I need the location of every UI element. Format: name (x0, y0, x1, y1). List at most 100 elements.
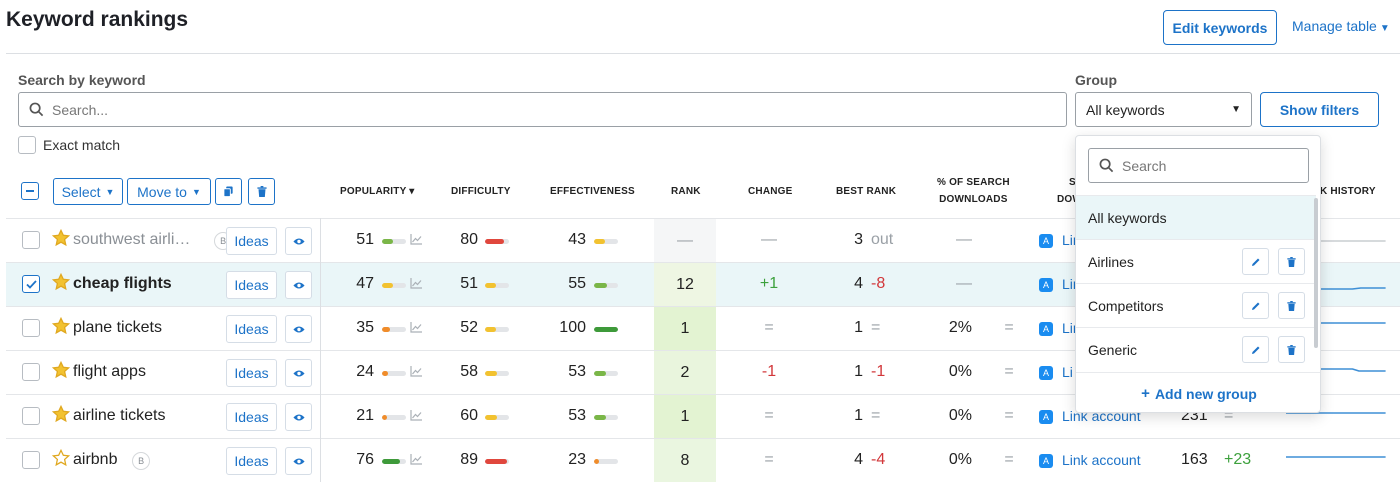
ideas-button[interactable]: Ideas (226, 315, 277, 343)
col-header-change[interactable]: CHANGE (748, 186, 793, 197)
select-label: Select (61, 183, 101, 200)
table-row[interactable]: flight apps Ideas 24 58 53 2 -1 1 -1 0% … (6, 350, 1400, 394)
manage-table-link[interactable]: Manage table ▼ (1292, 18, 1390, 34)
best-rank-value: 4 (854, 275, 863, 292)
pencil-icon (1251, 346, 1259, 354)
chart-trend-icon[interactable] (410, 410, 422, 421)
view-button[interactable] (285, 227, 312, 255)
pct-search-downloads: 0% (948, 363, 972, 380)
best-rank-change: out (871, 231, 894, 248)
downloads-value: 163 (1181, 451, 1208, 468)
popularity-value: 47 (356, 275, 374, 292)
keyword-text: airline tickets (73, 407, 166, 424)
brand-badge: B (132, 452, 151, 470)
star-outline-icon[interactable] (52, 449, 70, 467)
ideas-button[interactable]: Ideas (226, 403, 277, 431)
row-checkbox[interactable] (22, 407, 40, 425)
ideas-button[interactable]: Ideas (226, 447, 277, 475)
move-to-dropdown-button[interactable]: Move to ▼ (127, 178, 211, 205)
row-checkbox[interactable] (22, 275, 40, 293)
pct-change: = (1004, 319, 1014, 336)
chart-trend-icon[interactable] (410, 322, 422, 333)
effectiveness-value: 100 (559, 319, 586, 336)
group-option-generic[interactable]: Generic (1076, 327, 1316, 371)
copy-button[interactable] (215, 178, 242, 205)
view-button[interactable] (285, 403, 312, 431)
group-search-input[interactable]: Search (1088, 148, 1309, 183)
table-row[interactable]: plane tickets Ideas 35 52 100 1 = 1 = 2%… (6, 306, 1400, 350)
rank-value: 8 (654, 439, 716, 482)
row-checkbox[interactable] (22, 451, 40, 469)
rank-value: — (654, 219, 716, 262)
group-option-competitors[interactable]: Competitors (1076, 283, 1316, 327)
view-button[interactable] (285, 315, 312, 343)
rank-history-sparkline (1286, 412, 1386, 414)
app-store-icon: A (1039, 454, 1053, 468)
app-store-icon: A (1039, 278, 1053, 292)
ideas-button[interactable]: Ideas (226, 227, 277, 255)
effectiveness-value: 43 (568, 231, 586, 248)
copy-icon (223, 186, 233, 197)
delete-group-button[interactable] (1278, 336, 1305, 363)
star-filled-icon[interactable] (52, 273, 70, 291)
best-rank-change: -8 (871, 275, 886, 292)
col-header-effectiveness[interactable]: EFFECTIVENESS (550, 186, 635, 197)
delete-group-button[interactable] (1278, 248, 1305, 275)
edit-group-button[interactable] (1242, 248, 1269, 275)
link-account-link[interactable]: Li (1062, 364, 1073, 380)
best-rank-value: 1 (854, 319, 863, 336)
col-header-rank[interactable]: RANK (671, 186, 701, 197)
edit-group-button[interactable] (1242, 292, 1269, 319)
view-button[interactable] (285, 359, 312, 387)
effectiveness-bar (594, 459, 618, 464)
group-option-airlines[interactable]: Airlines (1076, 239, 1316, 283)
col-header-pct-search-downloads[interactable]: % OF SEARCH DOWNLOADS (937, 177, 1010, 205)
col-header-search-downloads[interactable]: S DOW (1057, 177, 1083, 205)
star-filled-icon[interactable] (52, 317, 70, 335)
col-header-best-rank[interactable]: BEST RANK (836, 186, 897, 197)
col-header-difficulty[interactable]: DIFFICULTY (451, 186, 511, 197)
col-header-popularity[interactable]: POPULARITY ▾ (340, 186, 415, 197)
search-icon (1099, 158, 1114, 173)
best-rank-value: 1 (854, 407, 863, 424)
col-header-rank-history[interactable]: K HISTORY (1320, 186, 1376, 197)
trash-icon (1287, 344, 1296, 355)
row-checkbox[interactable] (22, 231, 40, 249)
ideas-button[interactable]: Ideas (226, 359, 277, 387)
star-filled-icon[interactable] (52, 405, 70, 423)
star-filled-icon[interactable] (52, 229, 70, 247)
group-label: Group (1075, 72, 1117, 88)
table-row[interactable]: airline tickets Ideas 21 60 53 1 = 1 = 0… (6, 394, 1400, 438)
table-row[interactable]: airbnb B Ideas 76 89 23 8 = 4 -4 0% = A … (6, 438, 1400, 482)
delete-group-button[interactable] (1278, 292, 1305, 319)
select-all-checkbox[interactable] (21, 182, 39, 200)
chart-trend-icon[interactable] (410, 234, 422, 245)
downloads-change: = (1224, 407, 1234, 424)
view-button[interactable] (285, 447, 312, 475)
move-to-label: Move to (137, 183, 187, 200)
chart-trend-icon[interactable] (410, 454, 422, 465)
link-account-link[interactable]: Link account (1062, 452, 1141, 468)
add-new-group-button[interactable]: + Add new group (1076, 372, 1320, 412)
dropdown-scrollbar[interactable] (1314, 198, 1318, 348)
trash-icon (1287, 256, 1296, 267)
chart-trend-icon[interactable] (410, 366, 422, 377)
star-filled-icon[interactable] (52, 361, 70, 379)
edit-group-button[interactable] (1242, 336, 1269, 363)
difficulty-value: 58 (460, 363, 478, 380)
view-button[interactable] (285, 271, 312, 299)
chart-trend-icon[interactable] (410, 278, 422, 289)
delete-button[interactable] (248, 178, 275, 205)
group-select[interactable]: All keywords ▼ (1075, 92, 1252, 127)
row-checkbox[interactable] (22, 363, 40, 381)
select-dropdown-button[interactable]: Select ▼ (53, 178, 123, 205)
group-option-all-keywords[interactable]: All keywords (1076, 195, 1316, 239)
row-checkbox[interactable] (22, 319, 40, 337)
ideas-button[interactable]: Ideas (226, 271, 277, 299)
search-input[interactable]: Search... (18, 92, 1067, 127)
effectiveness-bar (594, 327, 618, 332)
keyword-text: cheap flights (73, 275, 172, 292)
exact-match-checkbox[interactable] (18, 136, 36, 154)
edit-keywords-button[interactable]: Edit keywords (1163, 10, 1277, 45)
show-filters-button[interactable]: Show filters (1260, 92, 1379, 127)
